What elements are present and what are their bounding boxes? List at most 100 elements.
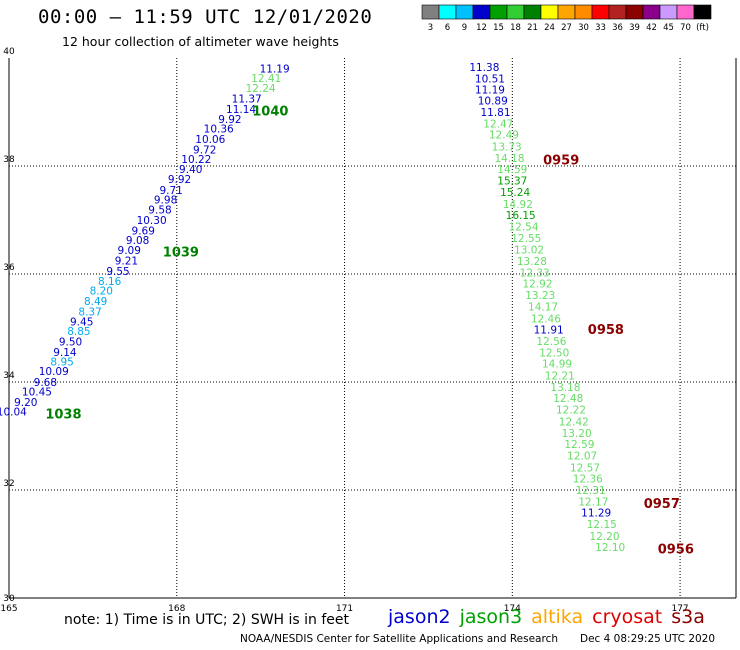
colorbar-label: 36 [612,23,623,33]
colorbar-swatch [608,4,627,20]
wave-height-label: 13.73 [492,142,522,154]
pass-time-label: 1038 [45,407,81,422]
colorbar-label: 12 [476,23,487,33]
wave-height-label: 9.68 [34,377,57,389]
colorbar-swatch [489,4,508,20]
wave-height-label: 8.85 [67,326,90,338]
colorbar-swatch [625,4,644,20]
colorbar-swatch [591,4,610,20]
wave-height-label: 8.16 [98,276,122,288]
wave-height-label: 10.22 [181,154,211,166]
pass-time-label: 0957 [644,497,680,512]
wave-height-label: 16.15 [506,210,536,222]
wave-height-label: 12.22 [556,405,586,417]
wave-height-label: 13.02 [514,245,544,257]
colorbar-swatch [421,4,440,20]
wave-height-label: 9.92 [218,114,241,126]
legend-item-jason3: jason3 [459,606,523,628]
colorbar-label: 9 [462,23,467,33]
colorbar-swatch [472,4,491,20]
legend-item-s3a: s3a [671,606,705,628]
colorbar-swatch [574,4,593,20]
colorbar-swatch [540,4,559,20]
pass-time-label: 0956 [658,542,694,557]
colorbar-swatch [557,4,576,20]
wave-height-label: 12.20 [590,531,620,543]
wave-height-label: 12.92 [522,279,552,291]
wave-height-label: 9.09 [118,245,141,257]
colorbar-swatch [506,4,525,20]
legend-item-jason2: jason2 [388,606,451,628]
pass-time-label: 1039 [163,245,199,260]
wave-height-label: 11.37 [232,94,262,106]
colorbar-label: 39 [629,23,640,33]
colorbar-label: (ft) [696,23,709,33]
colorbar-label: 70 [680,23,691,33]
wave-height-label: 12.15 [587,519,617,531]
colorbar-label: 6 [445,23,450,33]
x-tick-label: 177 [671,604,688,614]
x-tick-label: 168 [168,604,185,614]
wave-height-label: 9.08 [126,235,149,247]
chart-title: 00:00 — 11:59 UTC 12/01/2020 [38,6,373,28]
pass-time-label: 0958 [588,323,624,338]
y-tick-label: 32 [3,479,14,489]
wave-height-label: 11.14 [226,104,256,116]
wave-height-label: 10.45 [22,387,52,399]
wave-height-label: 13.28 [517,256,547,268]
x-tick-label: 174 [504,604,521,614]
wave-height-label: 12.48 [553,393,583,405]
wave-height-label: 12.49 [489,130,519,142]
pass-time-label: 1040 [252,104,288,119]
wave-height-label: 13.23 [525,290,555,302]
colorbar-label: 3 [428,23,433,33]
wave-height-label: 15.24 [500,187,530,199]
wave-height-label: 12.07 [567,450,597,462]
wave-height-label: 9.20 [14,397,37,409]
chart-subtitle: 12 hour collection of altimeter wave hei… [62,34,339,49]
colorbar-swatch [693,4,712,20]
wave-height-label: 10.51 [475,74,505,86]
colorbar-label: 42 [646,23,657,33]
wave-height-label: 9.40 [179,164,202,176]
x-tick-label: 171 [336,604,353,614]
wave-height-label: 8.95 [50,356,73,368]
wave-height-label: 10.04 [0,407,27,419]
wave-height-label: 11.91 [534,325,564,337]
wave-height-label: 10.09 [39,366,69,378]
wave-height-label: 10.06 [195,134,225,146]
y-tick-label: 34 [3,371,15,381]
wave-height-label: 9.72 [193,144,216,156]
wave-height-label: 13.20 [562,428,592,440]
wave-height-label: 12.33 [520,267,550,279]
y-tick-label: 38 [3,155,15,165]
wave-height-label: 9.58 [148,205,171,217]
wave-height-label: 8.37 [78,306,101,318]
wave-height-label: 9.14 [53,347,77,359]
wave-height-label: 12.42 [559,416,589,428]
colorbar-label: 45 [663,23,674,33]
wave-height-label: 14.17 [528,301,558,313]
wave-height-label: 9.55 [106,266,129,278]
wave-height-label: 14.92 [503,199,533,211]
wave-height-label: 9.45 [70,317,93,329]
wave-height-label: 12.17 [578,496,608,508]
y-tick-label: 40 [3,47,15,57]
colorbar-swatch [523,4,542,20]
wave-height-label: 13.18 [550,382,580,394]
colorbar-swatch [659,4,678,20]
colorbar-swatch [676,4,695,20]
wave-height-label: 11.19 [475,84,505,96]
wave-height-label: 14.59 [497,164,527,176]
wave-height-label: 12.57 [570,462,600,474]
wave-height-label: 9.92 [168,174,191,186]
wave-height-label: 14.99 [542,359,572,371]
wave-height-label: 9.21 [115,256,138,268]
wave-height-label: 12.50 [539,347,569,359]
wave-height-label: 12.36 [573,474,603,486]
wave-height-label: 10.89 [478,96,508,108]
wave-height-label: 12.41 [251,73,281,85]
wave-height-label: 12.47 [483,118,513,130]
credits-text: NOAA/NESDIS Center for Satellite Applica… [240,633,558,645]
